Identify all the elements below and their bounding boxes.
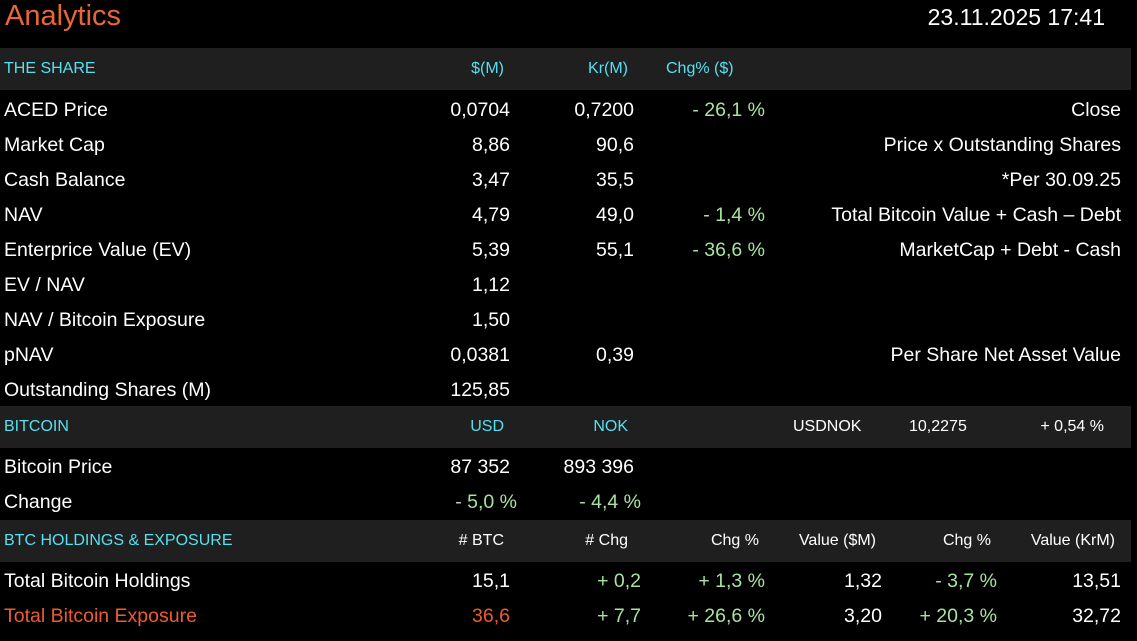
holdings-col-btc-header: # BTC xyxy=(458,532,504,549)
holdings-col-value-usd-header: Value ($M) xyxy=(798,532,876,549)
share-row: ACED Price 0,0704 0,7200 - 26,1 % Close xyxy=(0,93,1137,128)
row-label: NAV xyxy=(4,204,43,226)
row-label: Market Cap xyxy=(4,134,105,156)
share-row: NAV 4,79 49,0 - 1,4 % Total Bitcoin Value + … xyxy=(0,198,1137,233)
usdnok-change: + 0,54 % xyxy=(1040,418,1104,435)
share-section-title: THE SHARE xyxy=(4,60,96,77)
exposure-value-change-pct: + 20,3 % xyxy=(919,605,997,627)
holdings-btc-change-pct: + 1,3 % xyxy=(698,570,765,592)
share-row: Enterprice Value (EV) 5,39 55,1 - 36,6 % Mar… xyxy=(0,233,1137,268)
bitcoin-change-nok: - 4,4 % xyxy=(579,491,641,513)
exposure-value-usd: 3,20 xyxy=(844,605,882,627)
value-usd: 3,47 xyxy=(472,169,510,191)
value-nok: 55,1 xyxy=(596,239,634,261)
holdings-value-nok: 13,51 xyxy=(1072,570,1121,592)
row-note: Close xyxy=(1071,99,1121,121)
holdings-col-value-nok-header: Value (KrM) xyxy=(1030,532,1115,549)
value-usd: 1,12 xyxy=(472,274,510,296)
holdings-col-chg-header: # Chg xyxy=(585,532,628,549)
exposure-btc-change: + 7,7 xyxy=(597,605,641,627)
exposure-value-nok: 32,72 xyxy=(1072,605,1121,627)
share-row: EV / NAV 1,12 xyxy=(0,268,1137,303)
value-usd: 0,0381 xyxy=(450,344,510,366)
total-exposure-row: Total Bitcoin Exposure 36,6 + 7,7 + 26,6… xyxy=(0,599,1137,634)
row-note: Per Share Net Asset Value xyxy=(890,344,1121,366)
row-label: EV / NAV xyxy=(4,274,85,296)
share-row: Cash Balance 3,47 35,5 *Per 30.09.25 xyxy=(0,163,1137,198)
value-usd: 0,0704 xyxy=(450,99,510,121)
share-row: pNAV 0,0381 0,39 Per Share Net Asset Value xyxy=(0,338,1137,373)
datetime-display: 23.11.2025 17:41 xyxy=(927,4,1105,30)
row-label: Bitcoin Price xyxy=(4,456,113,478)
share-row: Outstanding Shares (M) 125,85 xyxy=(0,373,1137,408)
value-nok: 0,39 xyxy=(596,344,634,366)
bitcoin-col-usd-header: USD xyxy=(470,418,504,435)
bitcoin-price-nok: 893 396 xyxy=(563,456,635,478)
bitcoin-price-usd: 87 352 xyxy=(450,456,510,478)
holdings-value-change-pct: - 3,7 % xyxy=(935,570,997,592)
row-label: Enterprice Value (EV) xyxy=(4,239,192,261)
usdnok-value: 10,2275 xyxy=(909,418,967,435)
bitcoin-col-nok-header: NOK xyxy=(593,418,628,435)
exposure-btc: 36,6 xyxy=(472,605,510,627)
share-section-header: THE SHARE $(M) Kr(M) Chg% ($) xyxy=(0,48,1131,90)
share-row: Market Cap 8,86 90,6 Price x Outstanding Sh… xyxy=(0,128,1137,163)
holdings-section-title: BTC HOLDINGS & EXPOSURE xyxy=(4,532,233,549)
row-label: NAV / Bitcoin Exposure xyxy=(4,309,206,331)
bitcoin-section-header: BITCOIN USD NOK USDNOK 10,2275 + 0,54 % xyxy=(0,406,1131,448)
change-pct: - 1,4 % xyxy=(703,204,765,226)
bitcoin-section-title: BITCOIN xyxy=(4,418,69,435)
row-label: pNAV xyxy=(4,344,54,366)
row-label: Total Bitcoin Exposure xyxy=(4,605,197,627)
value-nok: 35,5 xyxy=(596,169,634,191)
total-holdings-row: Total Bitcoin Holdings 15,1 + 0,2 + 1,3 … xyxy=(0,564,1137,599)
holdings-value-usd: 1,32 xyxy=(844,570,882,592)
share-col-nok-header: Kr(M) xyxy=(588,60,628,77)
value-usd: 8,86 xyxy=(472,134,510,156)
row-label: ACED Price xyxy=(4,99,109,121)
share-col-usd-header: $(M) xyxy=(471,60,504,77)
usdnok-label: USDNOK xyxy=(793,418,862,435)
value-nok: 49,0 xyxy=(596,204,634,226)
value-usd: 5,39 xyxy=(472,239,510,261)
share-col-chg-header: Chg% ($) xyxy=(666,60,734,77)
row-label: Total Bitcoin Holdings xyxy=(4,570,191,592)
row-note: Total Bitcoin Value + Cash – Debt xyxy=(831,204,1121,226)
change-pct: - 26,1 % xyxy=(692,99,765,121)
row-note: MarketCap + Debt - Cash xyxy=(899,239,1121,261)
row-label: Outstanding Shares (M) xyxy=(4,379,212,401)
share-row: NAV / Bitcoin Exposure 1,50 xyxy=(0,303,1137,338)
bitcoin-change-row: Change - 5,0 % - 4,4 % xyxy=(0,485,1137,520)
app-title: Analytics xyxy=(5,0,122,32)
value-nok: 0,7200 xyxy=(574,99,634,121)
holdings-section-header: BTC HOLDINGS & EXPOSURE # BTC # Chg Chg … xyxy=(0,520,1131,562)
value-usd: 4,79 xyxy=(472,204,510,226)
row-label: Cash Balance xyxy=(4,169,126,191)
holdings-col-chgpct-header: Chg % xyxy=(710,532,759,549)
holdings-btc: 15,1 xyxy=(472,570,510,592)
row-label: Change xyxy=(4,491,73,513)
value-usd: 125,85 xyxy=(450,379,510,401)
bitcoin-change-usd: - 5,0 % xyxy=(455,491,517,513)
value-usd: 1,50 xyxy=(472,309,510,331)
exposure-btc-change-pct: + 26,6 % xyxy=(687,605,765,627)
row-note: Price x Outstanding Shares xyxy=(883,134,1121,156)
row-note: *Per 30.09.25 xyxy=(1001,169,1121,191)
change-pct: - 36,6 % xyxy=(692,239,765,261)
holdings-col-chgpct2-header: Chg % xyxy=(942,532,991,549)
value-nok: 90,6 xyxy=(596,134,634,156)
holdings-btc-change: + 0,2 xyxy=(597,570,641,592)
bitcoin-price-row: Bitcoin Price 87 352 893 396 xyxy=(0,450,1137,485)
